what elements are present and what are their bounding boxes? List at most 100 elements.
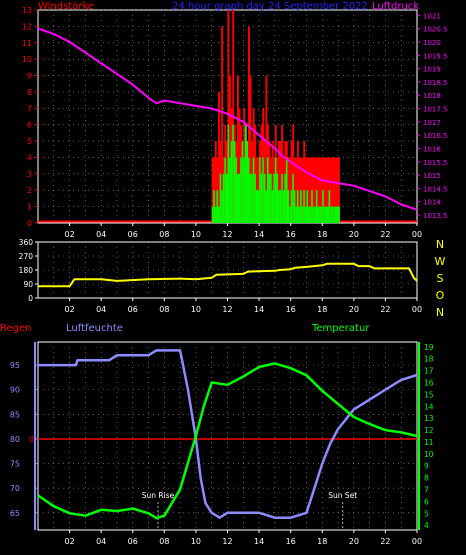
wind-avg-bar (312, 206, 315, 223)
wind-gust-bar (221, 26, 224, 224)
wind-gust-bar (265, 75, 268, 224)
wind-avg-bar (270, 173, 273, 223)
wind-avg-bar (303, 190, 306, 223)
wind-avg-bar (296, 190, 299, 223)
panel-2-x-tick-label: 06 (128, 305, 138, 314)
panel-2-x-tick-label: 02 (64, 305, 74, 314)
rain-marker-label: 0 (29, 435, 34, 444)
panel-2-x-tick-label: 12 (222, 305, 232, 314)
wind-avg-bar (222, 173, 225, 223)
wind-avg-bar (336, 206, 339, 223)
wind-gust-bar (238, 108, 241, 223)
wind-avg-bar (276, 173, 279, 223)
pressure-y-tick-label: 1019 (423, 66, 441, 74)
wind-avg-bar (218, 206, 220, 223)
wind-avg-bar (271, 190, 274, 223)
wind-avg-bar (230, 141, 233, 223)
humidity-y-tick-label: 90 (10, 386, 20, 395)
wind-avg-bar (304, 206, 307, 223)
wind-gust-bar (296, 141, 299, 223)
wind-avg-bar (315, 190, 318, 223)
wind-avg-bar (244, 124, 247, 223)
temperature-y-tick-label: 5 (424, 509, 429, 518)
wind-avg-bar (338, 206, 340, 223)
temperature-line (37, 362, 418, 520)
wind-avg-bar (255, 190, 258, 223)
wind-avg-bar (331, 206, 334, 223)
wind-avg-bar (214, 206, 217, 223)
panel-1-x-tick-label: 06 (128, 230, 138, 239)
wind-gust-bar (229, 75, 231, 224)
wind-gust-bar (336, 157, 339, 223)
temperature-y-tick-label: 9 (424, 462, 429, 471)
wind-y-tick-label: 8 (27, 88, 32, 97)
wind-gust-bar (331, 157, 334, 223)
pressure-y-tick-label: 1016 (423, 145, 441, 153)
wind-gust-bar (298, 157, 301, 223)
temperature-y-tick-label: 4 (424, 521, 429, 530)
wind-avg-bar (213, 190, 216, 223)
temperature-y-tick-label: 17 (424, 367, 434, 376)
panel-2-x-tick-label: 20 (349, 305, 359, 314)
wind-avg-bar (279, 190, 282, 223)
wind-avg-bar (262, 157, 265, 223)
wind-gust-bar (211, 157, 214, 223)
wind-avg-bar (322, 190, 325, 223)
wind-gust-bar (289, 157, 291, 223)
panel-2-x-tick-label: 16 (286, 305, 296, 314)
wind-gust-bar (326, 157, 329, 223)
direction-y-tick-label: 0 (28, 294, 33, 303)
wind-avg-bar (306, 190, 309, 223)
wind-avg-bar (290, 190, 293, 223)
panel-2-x-tick-label: 14 (254, 305, 264, 314)
pressure-y-tick-label: 1013.5 (423, 212, 448, 220)
wind-avg-bar (224, 157, 227, 223)
pressure-y-tick-label: 1016.5 (423, 132, 448, 140)
pressure-y-tick-label: 1014 (423, 199, 441, 207)
pressure-y-tick-label: 1015.5 (423, 159, 448, 167)
compass-label: O (436, 289, 445, 302)
wind-avg-bar (246, 141, 249, 223)
wind-avg-bar (314, 206, 317, 223)
wind-gust-bar (319, 157, 321, 223)
panel-3-x-tick-label: 02 (64, 537, 74, 546)
rain-axis-title: Regen (0, 323, 32, 334)
wind-y-tick-label: 7 (27, 104, 32, 113)
wind-avg-bar (251, 173, 254, 223)
temperature-y-tick-label: 10 (424, 450, 434, 459)
panel-2-x-tick-label: 04 (96, 305, 106, 314)
wind-avg-bar (323, 206, 326, 223)
temperature-y-tick-label: 19 (424, 343, 434, 352)
wind-avg-bar (301, 206, 304, 223)
pressure-axis-title: Luftdruck (372, 1, 419, 12)
wind-y-tick-label: 12 (22, 22, 32, 31)
wind-gust-bar (338, 157, 340, 223)
wind-avg-bar (326, 206, 329, 223)
wind-gust-bar (308, 157, 310, 223)
wind-avg-bar (241, 141, 244, 223)
wind-y-tick-label: 5 (27, 137, 32, 146)
wind-y-tick-label: 2 (27, 186, 32, 195)
panel-2-frame (37, 241, 418, 299)
wind-avg-bar (268, 173, 271, 223)
wind-avg-bar (216, 190, 219, 223)
wind-avg-bar (260, 173, 263, 223)
wind-avg-bar (325, 206, 328, 223)
wind-avg-bar (240, 157, 243, 223)
panel-3-x-tick-label: 00 (412, 537, 422, 546)
wind-avg-bar (282, 190, 285, 223)
wind-gust-bar (278, 141, 280, 223)
humidity-y-tick-label: 65 (10, 509, 20, 518)
panel-1-x-tick-label: 14 (254, 230, 264, 239)
panel-1-x-tick-label: 04 (96, 230, 106, 239)
temperature-y-tick-label: 8 (424, 474, 429, 483)
wind-avg-bar (219, 173, 222, 223)
temperature-y-tick-label: 11 (424, 438, 434, 447)
wind-avg-bar (249, 173, 252, 223)
wind-y-tick-label: 0 (27, 219, 32, 228)
wind-avg-bar (265, 190, 268, 223)
wind-avg-bar (232, 124, 235, 223)
wind-gust-bar (317, 157, 320, 223)
panel-3-x-tick-label: 08 (159, 537, 169, 546)
